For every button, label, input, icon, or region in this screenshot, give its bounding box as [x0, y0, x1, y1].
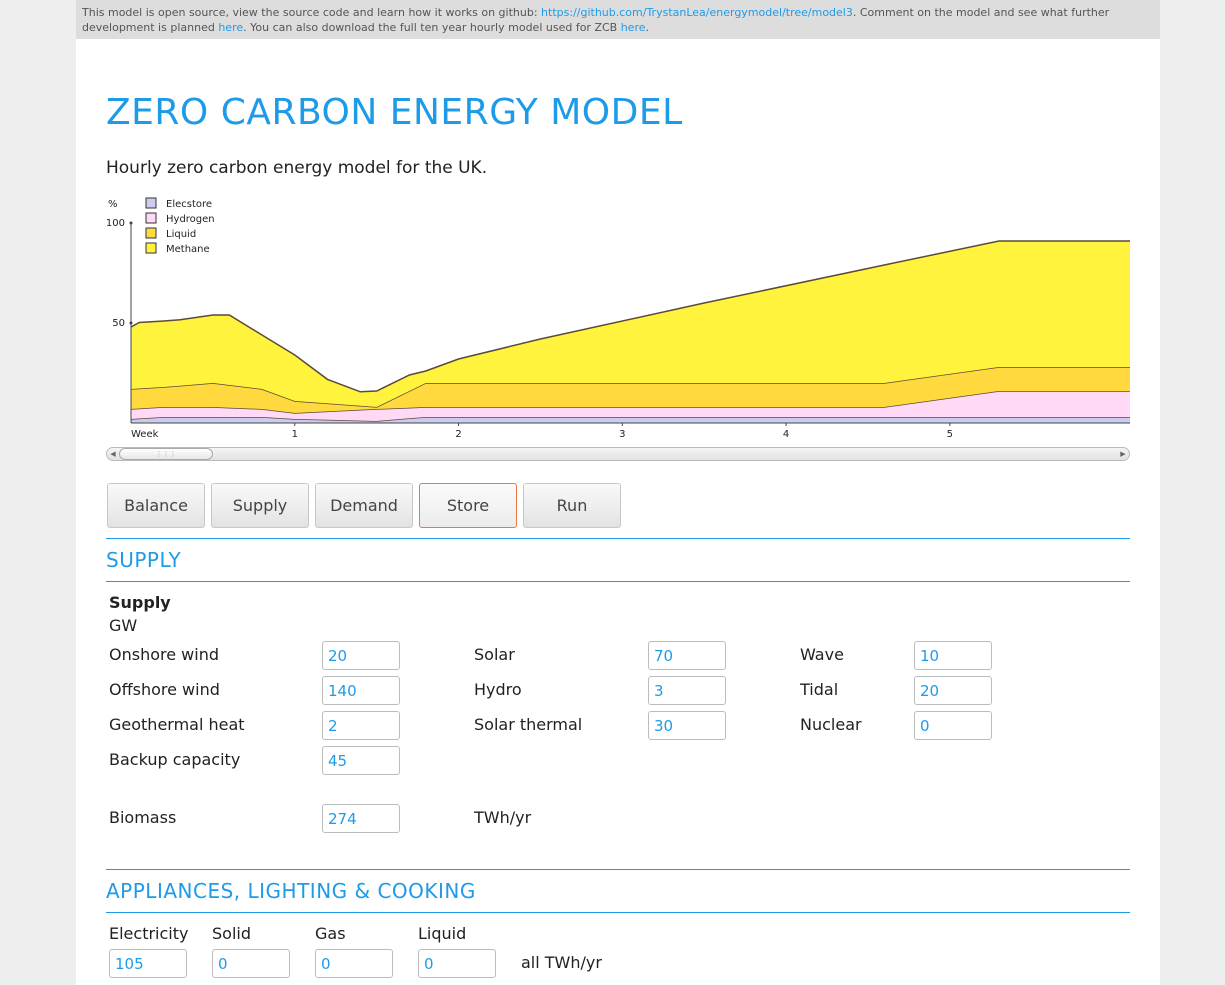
- y-tick-label: 100: [106, 218, 125, 229]
- x-tick-label: 3: [619, 429, 625, 440]
- open-source-notice: This model is open source, view the sour…: [76, 0, 1160, 39]
- appliances-section-title: APPLIANCES, LIGHTING & COOKING: [106, 879, 476, 903]
- x-tick-label: 2: [455, 429, 461, 440]
- legend-swatch-hydrogen: [145, 212, 157, 224]
- supply-section-title: SUPPLY: [106, 548, 182, 572]
- demand-button[interactable]: Demand: [315, 483, 413, 528]
- page-title: ZERO CARBON ENERGY MODEL: [106, 92, 683, 133]
- electricity-label: Electricity: [109, 924, 189, 943]
- series-area-liquid: [131, 367, 1130, 413]
- store-button[interactable]: Store: [419, 483, 517, 528]
- supply-heading: Supply: [109, 593, 171, 612]
- legend-swatch-liquid: [145, 227, 157, 239]
- section-divider: [106, 581, 1130, 582]
- solid-label: Solid: [212, 924, 251, 943]
- onshore-wind-input[interactable]: [322, 641, 400, 670]
- series-line-methane: [130, 240, 1130, 393]
- series-area-methane: [131, 241, 1130, 407]
- x-tick-label: 5: [947, 429, 953, 440]
- page-container: This model is open source, view the sour…: [76, 0, 1160, 985]
- notice-text-after: . You can also download the full ten yea…: [243, 21, 621, 34]
- notice-text-end: .: [645, 21, 650, 34]
- gas-input[interactable]: [315, 949, 393, 978]
- notice-text-before: This model is open source, view the sour…: [82, 6, 542, 19]
- y-tick-label: 50: [112, 318, 125, 329]
- solar-label: Solar: [474, 645, 515, 664]
- tidal-input[interactable]: [914, 676, 992, 705]
- planned-development-link[interactable]: here: [218, 21, 244, 34]
- y-axis-label: %: [108, 199, 118, 210]
- nuclear-input[interactable]: [914, 711, 992, 740]
- hydro-label: Hydro: [474, 680, 522, 699]
- series-area-hydrogen: [131, 391, 1130, 421]
- section-divider: [106, 912, 1130, 913]
- biomass-label: Biomass: [109, 808, 177, 827]
- gas-label: Gas: [315, 924, 346, 943]
- wave-label: Wave: [800, 645, 844, 664]
- balance-button[interactable]: Balance: [107, 483, 205, 528]
- x-tick-label: 4: [783, 429, 789, 440]
- chart-scrollbar[interactable]: ◀ ⋮⋮⋮ ▶: [106, 447, 1130, 461]
- geothermal-heat-label: Geothermal heat: [109, 715, 245, 734]
- hydro-input[interactable]: [648, 676, 726, 705]
- nuclear-label: Nuclear: [800, 715, 862, 734]
- section-divider: [106, 538, 1130, 539]
- tidal-label: Tidal: [800, 680, 839, 699]
- download-model-link[interactable]: here: [620, 21, 646, 34]
- supply-unit: GW: [109, 616, 138, 635]
- liquid-input[interactable]: [418, 949, 496, 978]
- liquid-label: Liquid: [418, 924, 467, 943]
- x-tick-label: 1: [292, 429, 298, 440]
- section-divider: [106, 869, 1130, 870]
- legend-swatch-methane: [145, 242, 157, 254]
- biomass-unit: TWh/yr: [474, 808, 532, 827]
- solar-thermal-label: Solar thermal: [474, 715, 583, 734]
- biomass-input[interactable]: [322, 804, 400, 833]
- solar-thermal-input[interactable]: [648, 711, 726, 740]
- y-tick-mark: [129, 221, 133, 225]
- electricity-input[interactable]: [109, 949, 187, 978]
- notice-text-middle: . Comment on the model and see what furt…: [82, 6, 1110, 34]
- appliances-unit: all TWh/yr: [521, 953, 602, 972]
- scroll-left-icon[interactable]: ◀: [110, 450, 116, 458]
- solid-input[interactable]: [212, 949, 290, 978]
- y-tick-mark: [129, 321, 133, 325]
- supply-button[interactable]: Supply: [211, 483, 309, 528]
- offshore-wind-input[interactable]: [322, 676, 400, 705]
- geothermal-heat-input[interactable]: [322, 711, 400, 740]
- run-button[interactable]: Run: [523, 483, 621, 528]
- legend-label-methane: Methane: [166, 244, 210, 255]
- scroll-right-icon[interactable]: ▶: [1120, 450, 1126, 458]
- scroll-thumb[interactable]: ⋮⋮⋮: [119, 448, 213, 460]
- page-subtitle: Hourly zero carbon energy model for the …: [106, 158, 488, 178]
- offshore-wind-label: Offshore wind: [109, 680, 220, 699]
- legend-label-elecstore: Elecstore: [166, 199, 212, 210]
- series-area-elecstore: [131, 417, 1130, 423]
- legend-swatch-elecstore: [145, 197, 157, 209]
- backup-capacity-label: Backup capacity: [109, 750, 241, 769]
- legend-label-liquid: Liquid: [166, 229, 196, 240]
- store-chart: % 100 50 Week 1 2 3 4 5 Elecstore Hydrogen Liquid Me…: [106, 197, 1130, 440]
- github-link[interactable]: https://github.com/TrystanLea/energymode…: [541, 6, 853, 19]
- backup-capacity-input[interactable]: [322, 746, 400, 775]
- x-tick-label: Week: [131, 429, 159, 440]
- solar-input[interactable]: [648, 641, 726, 670]
- wave-input[interactable]: [914, 641, 992, 670]
- legend-label-hydrogen: Hydrogen: [166, 214, 215, 225]
- onshore-wind-label: Onshore wind: [109, 645, 219, 664]
